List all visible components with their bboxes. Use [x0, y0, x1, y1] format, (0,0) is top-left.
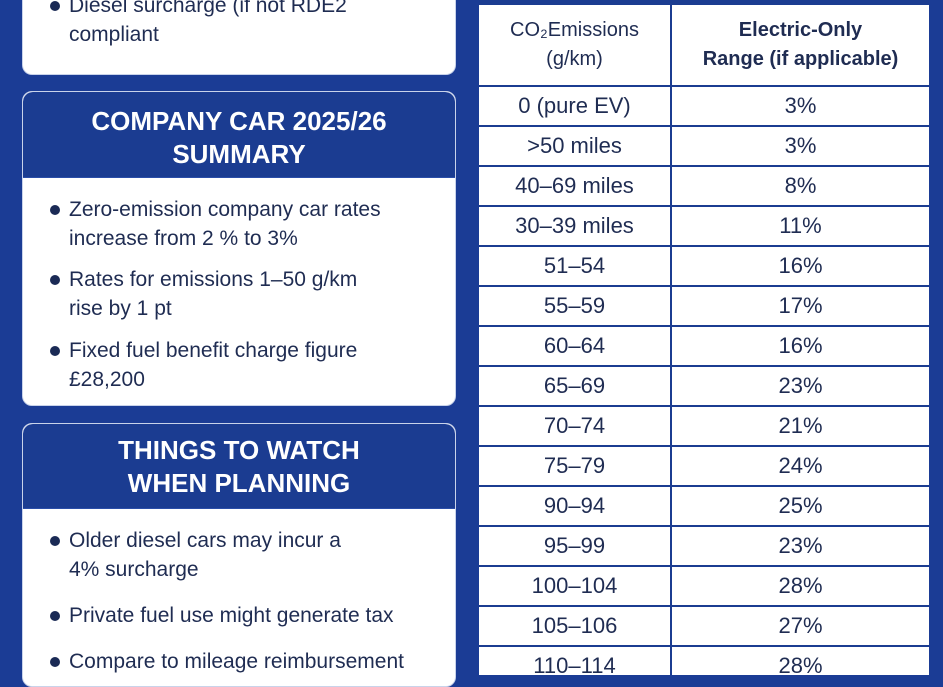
list-item: Zero-emission company car rates increase… [50, 195, 455, 253]
emissions-cell: 95–99 [479, 526, 672, 567]
card-title-line: THINGS TO WATCH [118, 435, 360, 465]
bullet-text: Older diesel cars may incur a [69, 529, 341, 552]
rate-cell: 25% [671, 486, 929, 527]
bullet-text: Private fuel use might generate tax [69, 604, 394, 627]
bullet-text: £28,200 [69, 368, 145, 391]
emissions-cell: >50 miles [479, 126, 672, 167]
table-body: 0 (pure EV) 3% >50 miles 3% 40–69 miles 8% 30–… [479, 86, 929, 675]
bullet-text: Diesel surcharge (if not RDE2 [69, 0, 347, 17]
rates-table: CO₂Emissions (g/km) Electric-Only Range … [479, 5, 929, 675]
emissions-cell: 100–104 [479, 566, 672, 607]
table-row: 75–79 24% [479, 446, 929, 487]
column-header-emissions: CO₂Emissions (g/km) [479, 5, 672, 87]
emissions-cell: 51–54 [479, 246, 672, 287]
rate-cell: 3% [671, 126, 929, 167]
table-row: 40–69 miles 8% [479, 166, 929, 207]
rate-cell: 27% [671, 606, 929, 647]
table-row: 51–54 16% [479, 246, 929, 287]
bullet-dot-icon [50, 657, 60, 667]
bullet-dot-icon [50, 611, 60, 621]
emissions-cell: 110–114 [479, 646, 672, 675]
table-row: 100–104 28% [479, 566, 929, 607]
list-item: Diesel surcharge (if not RDE2 compliant [50, 0, 455, 49]
list-item: Older diesel cars may incur a 4% surchar… [50, 526, 455, 584]
rate-cell: 8% [671, 166, 929, 207]
table-row: 55–59 17% [479, 286, 929, 327]
rate-cell: 16% [671, 326, 929, 367]
rate-cell: 28% [671, 646, 929, 675]
table-row: 30–39 miles 11% [479, 206, 929, 247]
bullet-dot-icon [50, 1, 60, 11]
bullet-text: Compare to mileage reimbursement [69, 650, 404, 673]
rate-cell: 11% [671, 206, 929, 247]
bullet-dot-icon [50, 205, 60, 215]
table-row: 110–114 28% [479, 646, 929, 675]
bullet-text: increase from 2 % to 3% [69, 227, 298, 250]
emissions-cell: 75–79 [479, 446, 672, 487]
company-car-rates-table: CO₂Emissions (g/km) Electric-Only Range … [479, 0, 929, 675]
rate-cell: 23% [671, 366, 929, 407]
rate-cell: 24% [671, 446, 929, 487]
bullet-text: compliant [69, 23, 159, 46]
bullet-text: Fixed fuel benefit charge figure [69, 339, 358, 362]
emissions-cell: 60–64 [479, 326, 672, 367]
card-title: THINGS TO WATCH WHEN PLANNING [23, 424, 455, 509]
emissions-cell: 90–94 [479, 486, 672, 527]
rate-cell: 23% [671, 526, 929, 567]
bullet-text: Rates for emissions 1–50 g/km [69, 268, 358, 291]
list-item: Private fuel use might generate tax [50, 601, 455, 630]
card-title-line: SUMMARY [172, 139, 306, 169]
card-title-line: WHEN PLANNING [127, 468, 351, 498]
table-row: 65–69 23% [479, 366, 929, 407]
emissions-cell: 40–69 miles [479, 166, 672, 207]
table-row: 105–106 27% [479, 606, 929, 647]
table-row: 70–74 21% [479, 406, 929, 447]
table-row: 95–99 23% [479, 526, 929, 567]
rate-cell: 21% [671, 406, 929, 447]
bullet-dot-icon [50, 536, 60, 546]
emissions-cell: 55–59 [479, 286, 672, 327]
table-header-row: CO₂Emissions (g/km) Electric-Only Range … [479, 5, 929, 87]
list-item: Fixed fuel benefit charge figure £28,200 [50, 336, 455, 394]
emissions-cell: 0 (pure EV) [479, 86, 672, 127]
table-row: 60–64 16% [479, 326, 929, 367]
bullet-text: 4% surcharge [69, 558, 199, 581]
bullet-text: rise by 1 pt [69, 297, 172, 320]
emissions-cell: 65–69 [479, 366, 672, 407]
column-header-electric-range: Electric-Only Range (if applicable) [671, 5, 929, 87]
rate-cell: 28% [671, 566, 929, 607]
list-item: Rates for emissions 1–50 g/km rise by 1 … [50, 265, 455, 323]
card-title-line: COMPANY CAR 2025/26 [91, 106, 387, 136]
rate-cell: 17% [671, 286, 929, 327]
rate-cell: 3% [671, 86, 929, 127]
table-row: 0 (pure EV) 3% [479, 86, 929, 127]
emissions-cell: 70–74 [479, 406, 672, 447]
emissions-cell: 105–106 [479, 606, 672, 647]
things-to-watch-card: THINGS TO WATCH WHEN PLANNING Older dies… [22, 423, 456, 687]
table-top-bar [479, 0, 929, 5]
card-title: COMPANY CAR 2025/26 SUMMARY [23, 92, 455, 178]
rate-cell: 16% [671, 246, 929, 287]
table-row: 90–94 25% [479, 486, 929, 527]
fuel-card: Diesel surcharge (if not RDE2 compliant [22, 0, 456, 75]
emissions-cell: 30–39 miles [479, 206, 672, 247]
bullet-text: Zero-emission company car rates [69, 198, 381, 221]
bullet-dot-icon [50, 275, 60, 285]
table-row: >50 miles 3% [479, 126, 929, 167]
list-item: Compare to mileage reimbursement [50, 647, 455, 676]
company-car-summary-card: COMPANY CAR 2025/26 SUMMARY Zero-emissio… [22, 91, 456, 406]
bullet-dot-icon [50, 346, 60, 356]
